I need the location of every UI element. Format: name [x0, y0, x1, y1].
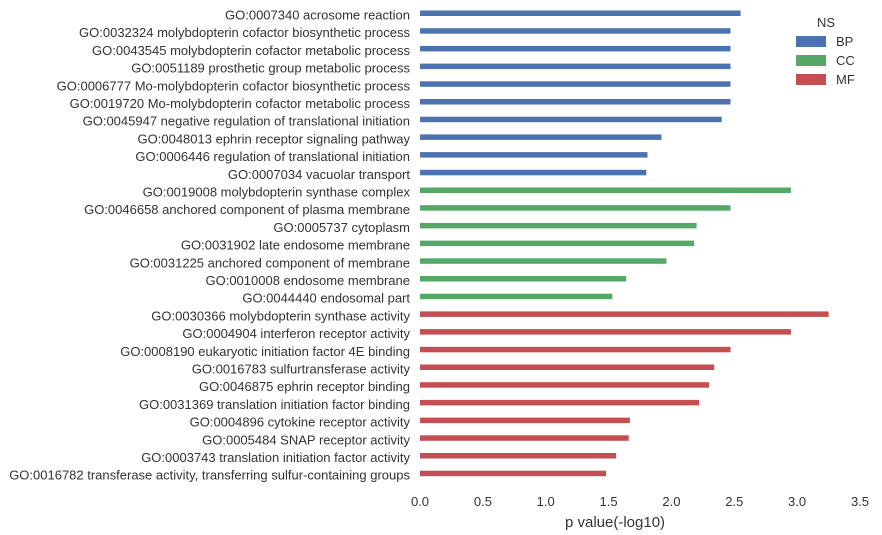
- bars-layer: [420, 10, 829, 477]
- bar-go-0004904: [420, 329, 791, 335]
- legend: NS BP CC MF: [796, 15, 855, 87]
- bar-go-0031369: [420, 399, 700, 406]
- bar-go-0046875: [420, 382, 710, 388]
- category-label-go-0046658: GO:0046658 anchored component of plasma …: [84, 202, 410, 217]
- category-label-go-0006777: GO:0006777 Mo-molybdopterin cofactor bio…: [57, 78, 411, 93]
- bar-go-0010008: [420, 276, 627, 282]
- category-label-go-0051189: GO:0051189 prosthetic group metabolic pr…: [131, 61, 410, 76]
- bar-go-0044440: [420, 293, 613, 300]
- bar-go-0006446: [420, 152, 648, 158]
- category-label-go-0006446: GO:0006446 regulation of translational i…: [135, 149, 410, 164]
- category-label-go-0019008: GO:0019008 molybdopterin synthase comple…: [143, 185, 411, 200]
- category-label-go-0032324: GO:0032324 molybdopterin cofactor biosyn…: [79, 25, 410, 40]
- category-label-go-0030366: GO:0030366 molybdopterin synthase activi…: [151, 308, 410, 323]
- bar-go-0007340: [420, 10, 741, 16]
- bar-go-0016782: [420, 470, 607, 477]
- legend-label-cc: CC: [836, 53, 855, 68]
- bar-go-0019008: [420, 187, 791, 193]
- x-axis-title: p value(-log10): [565, 514, 665, 531]
- bar-go-0031225: [420, 258, 667, 264]
- category-label-go-0007340: GO:0007340 acrosome reaction: [225, 8, 410, 23]
- category-label-go-0031902: GO:0031902 late endosome membrane: [181, 238, 410, 253]
- category-label-go-0031225: GO:0031225 anchored component of membran…: [130, 255, 410, 270]
- bar-go-0005737: [420, 222, 697, 229]
- x-tick-label: 1.0: [537, 494, 555, 509]
- category-label-go-0044440: GO:0044440 endosomal part: [242, 291, 410, 306]
- bar-go-0008190: [420, 346, 731, 353]
- bar-go-0004896: [420, 417, 630, 424]
- category-label-go-0016783: GO:0016783 sulfurtransferase activity: [192, 362, 411, 377]
- legend-swatch-bp: [796, 36, 826, 47]
- bar-go-0019720: [420, 99, 731, 105]
- bar-go-0032324: [420, 28, 731, 34]
- x-tick-label: 3.0: [788, 494, 806, 509]
- bar-go-0043545: [420, 45, 731, 52]
- category-label-go-0007034: GO:0007034 vacuolar transport: [228, 167, 410, 182]
- bar-go-0048013: [420, 134, 662, 140]
- legend-swatch-cc: [796, 55, 826, 66]
- bar-go-0045947: [420, 116, 722, 123]
- bar-go-0046658: [420, 205, 731, 211]
- legend-label-mf: MF: [836, 72, 855, 87]
- legend-title: NS: [817, 15, 835, 30]
- category-label-go-0004896: GO:0004896 cytokine receptor activity: [190, 415, 411, 430]
- legend-label-bp: BP: [836, 34, 853, 49]
- category-label-go-0031369: GO:0031369 translation initiation factor…: [139, 397, 410, 412]
- category-label-go-0048013: GO:0048013 ephrin receptor signaling pat…: [138, 131, 411, 146]
- category-label-go-0046875: GO:0046875 ephrin receptor binding: [199, 379, 410, 394]
- x-tick-label: 2.0: [662, 494, 680, 509]
- category-label-go-0045947: GO:0045947 negative regulation of transl…: [83, 114, 410, 129]
- x-tick-label: 0.5: [474, 494, 492, 509]
- x-tick-label: 3.5: [851, 494, 869, 509]
- x-tick-label: 1.5: [600, 494, 618, 509]
- bar-go-0006777: [420, 81, 731, 87]
- category-label-go-0008190: GO:0008190 eukaryotic initiation factor …: [120, 344, 410, 359]
- x-tick-label: 0.0: [411, 494, 429, 509]
- category-label-go-0019720: GO:0019720 Mo-molybdopterin cofactor met…: [70, 96, 411, 111]
- category-label-go-0004904: GO:0004904 interferon receptor activity: [182, 326, 410, 341]
- category-label-go-0016782: GO:0016782 transferase activity, transfe…: [9, 468, 410, 483]
- x-axis: 0.0 0.5 1.0 1.5 2.0 2.5 3.0 3.5: [411, 494, 869, 509]
- category-label-go-0043545: GO:0043545 molybdopterin cofactor metabo…: [92, 43, 410, 58]
- bar-go-0005484: [420, 435, 629, 441]
- category-label-go-0003743: GO:0003743 translation initiation factor…: [141, 450, 410, 465]
- bar-go-0051189: [420, 63, 731, 70]
- category-label-go-0010008: GO:0010008 endosome membrane: [205, 273, 410, 288]
- bar-go-0016783: [420, 364, 715, 370]
- bar-go-0030366: [420, 311, 829, 317]
- bar-go-0007034: [420, 169, 647, 176]
- category-label-go-0005484: GO:0005484 SNAP receptor activity: [202, 432, 410, 447]
- category-label-go-0005737: GO:0005737 cytoplasm: [273, 220, 410, 235]
- legend-swatch-mf: [796, 74, 826, 85]
- category-labels: GO:0007340 acrosome reaction GO:0032324 m…: [9, 8, 410, 483]
- bar-go-0003743: [420, 453, 617, 459]
- bar-go-0031902: [420, 240, 695, 247]
- x-tick-label: 2.5: [725, 494, 743, 509]
